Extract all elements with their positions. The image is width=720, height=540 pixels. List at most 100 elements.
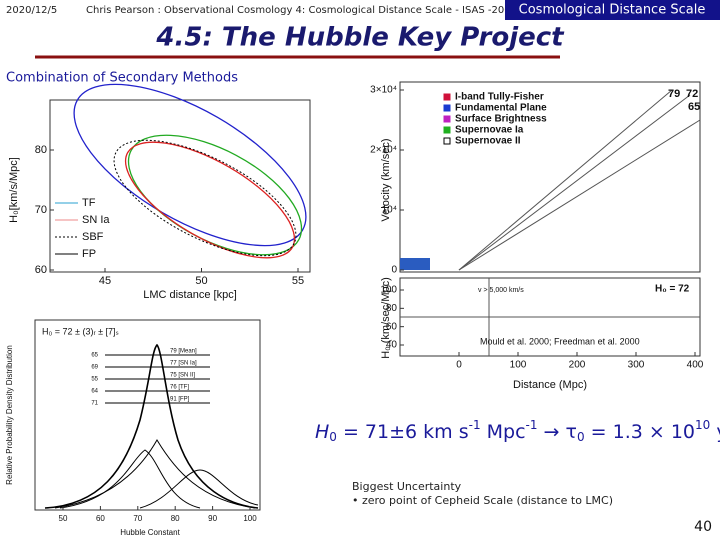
x-tick-label: 55	[292, 275, 304, 287]
row-high: 75 [SN II]	[170, 373, 195, 379]
eq-part: = 71±6 km s	[337, 421, 469, 443]
section-box	[505, 0, 720, 20]
legend-label: Supernovae II	[455, 136, 521, 147]
legend-label: TF	[82, 197, 96, 209]
lower-y-label: H₀ (km/sec/Mpc)	[380, 277, 392, 359]
legend-label: SBF	[82, 231, 104, 243]
fit-72	[458, 94, 691, 271]
legend-label: SN Ia	[82, 214, 110, 226]
row-low: 55	[91, 377, 98, 383]
y-tick-label: 60	[386, 321, 398, 332]
h0-label: H₀ = 72	[655, 284, 690, 295]
line-label: 72	[686, 88, 698, 100]
combined-curve	[44, 343, 259, 509]
eq-part: yr	[710, 421, 720, 443]
legend-marker	[443, 126, 451, 134]
legend-label: I-band Tully-Fisher	[455, 92, 544, 103]
note-heading: Biggest Uncertainty	[352, 480, 462, 493]
x-tick-label: 200	[569, 360, 586, 371]
frame	[34, 319, 261, 511]
y-tick-label: 60	[35, 264, 47, 276]
y-tick-label: 80	[35, 144, 47, 156]
frame	[399, 81, 701, 273]
fit-65	[458, 119, 701, 271]
row-low: 69	[91, 365, 98, 371]
legend-marker	[443, 93, 451, 101]
row-high: 91 [FP]	[170, 397, 190, 403]
x-tick-label: 100	[243, 514, 257, 523]
x-tick-label: 90	[208, 514, 217, 523]
x-tick-label: 300	[628, 360, 645, 371]
eq-part: H	[315, 421, 329, 443]
legend-label: Supernovae Ia	[455, 125, 524, 136]
x-label: Hubble Constant	[120, 528, 180, 537]
y-tick-label: 70	[35, 204, 47, 216]
sn-ellipse	[124, 141, 296, 259]
date: 2020/12/5	[6, 5, 57, 16]
local-box	[400, 258, 430, 270]
ellipse-figure: H₀[km/s/Mpc] LMC distance [kpc] 45 50 55 60…	[8, 83, 311, 301]
eq-part: = 1.3 × 10	[585, 421, 695, 443]
eq-part: -1	[469, 418, 481, 432]
x-tick-label: 400	[687, 360, 704, 371]
row-high: 79 [Mean]	[170, 349, 197, 355]
header: H₀ = 72 ± (3)ᵣ ± [7]ₛ	[42, 326, 119, 336]
legend-label: FP	[82, 248, 96, 260]
legend-marker	[443, 104, 451, 112]
row-low: 64	[91, 389, 98, 395]
y-label: Relative Probability Density Distributio…	[5, 345, 14, 485]
fit-79	[458, 89, 673, 271]
legend-marker	[443, 115, 451, 123]
subtitle: Combination of Secondary Methods	[6, 71, 238, 86]
eq-part: 0	[577, 430, 585, 444]
legend-label: Fundamental Plane	[455, 103, 547, 114]
eq-part: Mpc	[481, 421, 526, 443]
y-tick-label: 3×10⁴	[370, 85, 397, 96]
legend-label: Surface Brightness	[455, 114, 547, 125]
eq-part: 10	[695, 418, 710, 432]
cut-label: v > 5,000 km/s	[478, 287, 524, 294]
y-tick-label: 100	[380, 285, 397, 296]
pdf-figure: H₀ = 72 ± (3)ᵣ ± [7]ₛ Relative Probabili…	[5, 319, 261, 537]
tf-ellipse	[127, 134, 303, 256]
x-tick-label: 70	[133, 514, 142, 523]
curve	[54, 439, 256, 509]
x-label: Distance (Mpc)	[513, 379, 587, 391]
section: Cosmological Distance Scale	[519, 3, 706, 18]
note-item: • zero point of Cepheid Scale (distance …	[352, 494, 613, 507]
sbf-ellipse	[113, 139, 297, 257]
frame	[49, 99, 311, 273]
y-label: Velocity (km/sec)	[380, 138, 392, 221]
x-tick-label: 45	[99, 275, 111, 287]
title: 4.5: The Hubble Key Project	[155, 23, 565, 53]
row-low: 71	[91, 401, 98, 407]
author: Chris Pearson : Observational Cosmology …	[86, 5, 517, 16]
y-tick-label: 2×10⁴	[370, 145, 397, 156]
x-tick-label: 50	[195, 275, 207, 287]
x-label: LMC distance [kpc]	[143, 289, 237, 301]
row-high: 76 [TF]	[170, 385, 189, 391]
line-label: 79	[668, 88, 680, 100]
legend-marker	[443, 137, 451, 145]
row-low: 65	[91, 353, 98, 359]
line-label: 65	[688, 101, 700, 113]
y-label: H₀[km/s/Mpc]	[8, 157, 20, 223]
y-tick-label: 80	[386, 303, 398, 314]
y-tick-label: 40	[386, 340, 398, 351]
hubble-figure: Velocity (km/sec) H₀ (km/sec/Mpc) Distan…	[370, 81, 704, 391]
eq-part: -1	[526, 418, 538, 432]
eq-part: 0	[329, 430, 337, 444]
curve	[59, 449, 201, 509]
x-tick-label: 60	[96, 514, 105, 523]
x-tick-label: 0	[456, 360, 462, 371]
fp-ellipse	[73, 83, 307, 247]
equation: H0 = 71±6 km s-1 Mpc-1 → τ0 = 1.3 × 1010…	[315, 418, 720, 444]
y-tick-label: 0	[391, 265, 397, 276]
page-number: 40	[694, 519, 712, 535]
y-tick-label: 10⁴	[382, 205, 397, 216]
row-high: 77 [SN Ia]	[170, 361, 197, 367]
x-tick-label: 80	[171, 514, 180, 523]
credit: Mould et al. 2000; Freedman et al. 2000	[480, 336, 640, 346]
x-tick-label: 50	[59, 514, 68, 523]
